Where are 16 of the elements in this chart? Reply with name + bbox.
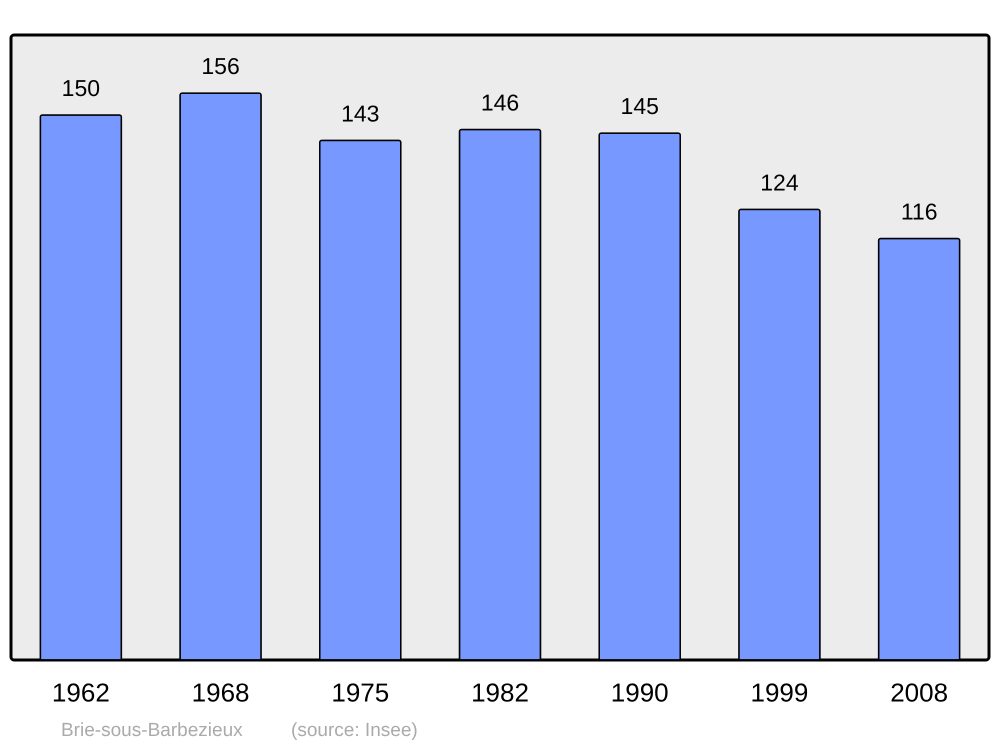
- x-tick-label: 1975: [331, 678, 390, 708]
- text: (source: Insee): [291, 720, 418, 741]
- data-label: 146: [480, 89, 520, 116]
- x-tick-label: 1982: [471, 678, 529, 708]
- data-label: 143: [341, 100, 380, 126]
- x-tick-label: 1999: [750, 678, 808, 708]
- x-tick-label: 1962: [52, 678, 110, 708]
- x-tick-label: 1990: [610, 678, 669, 708]
- data-label: 116: [900, 198, 938, 224]
- x-tick-label: 1968: [192, 678, 250, 708]
- data-label: 156: [201, 53, 240, 80]
- data-label: 124: [760, 169, 799, 196]
- text: Brie-sous-Barbezieux: [61, 720, 244, 741]
- data-label: 150: [62, 74, 100, 101]
- data-label: 145: [620, 93, 659, 120]
- x-tick-label: 2008: [890, 678, 948, 708]
